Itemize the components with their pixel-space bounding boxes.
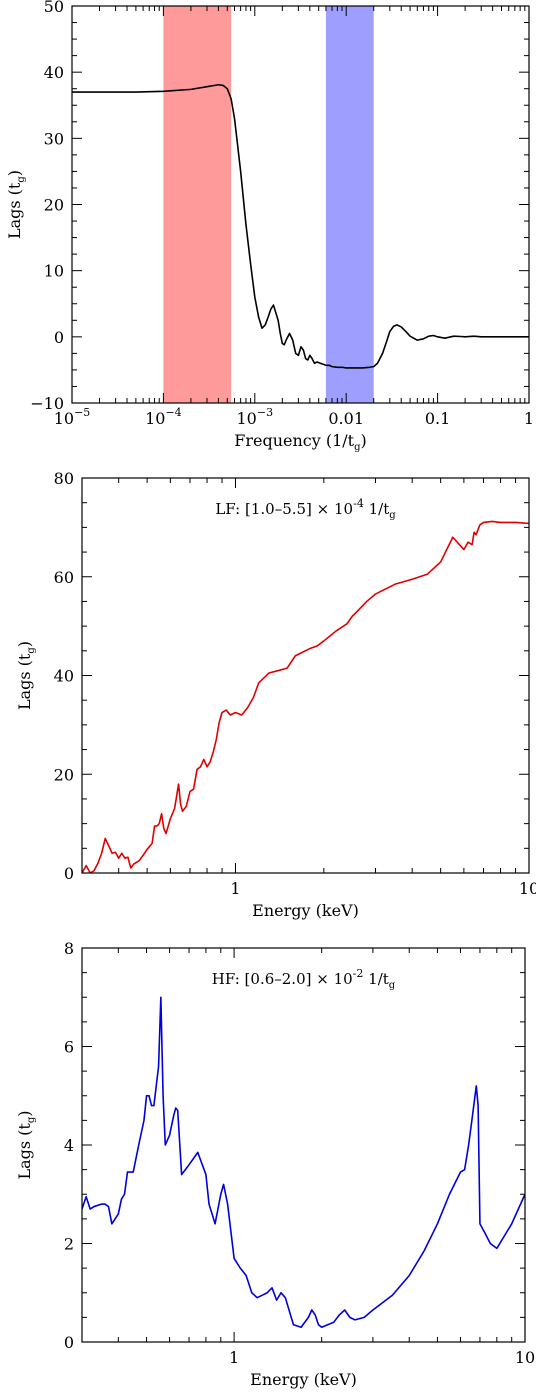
y-axis-label: Lags (tg): [15, 1110, 37, 1179]
x-tick-label: 1: [524, 409, 534, 428]
series-line-1: [72, 83, 529, 369]
x-axis-label: Frequency (1/tg): [234, 431, 367, 453]
y-tick-label: 60: [54, 568, 74, 587]
y-tick-label: 8: [64, 939, 74, 958]
x-tick-label: 10−4: [145, 406, 182, 428]
x-tick-label: 10−5: [54, 406, 91, 428]
y-tick-label: 0: [64, 1333, 74, 1352]
annotation-text: HF: [0.6–2.0] × 10-2 1/tg: [212, 967, 396, 991]
y-tick-label: 30: [44, 129, 64, 148]
y-tick-label: −10: [30, 394, 64, 413]
panel-2: 1 10 0 20 40 60 80 Energy (keV) Lags (tg) LF: [1.…: [15, 469, 536, 920]
y-tick-label: 40: [44, 63, 64, 82]
x-tick-label: 10−3: [237, 406, 274, 428]
y-tick-label: 10: [44, 262, 64, 281]
band-2: [325, 6, 374, 403]
y-tick-label: 40: [54, 667, 74, 686]
x-tick-label: 1: [229, 1348, 239, 1367]
series-line-1: [82, 520, 529, 873]
y-tick-label: 50: [44, 0, 64, 16]
plot-frame: [81, 477, 530, 874]
plot-frame: [81, 947, 526, 1343]
plot-frame: [71, 5, 530, 404]
y-axis-label: Lags (tg): [5, 170, 27, 239]
x-axis-label: Energy (keV): [250, 1370, 357, 1389]
y-tick-label: 4: [64, 1136, 74, 1155]
panel-3: 1 10 0 2 4 6 8 Energy (keV) Lags (tg) HF: [0.6–2.…: [15, 939, 535, 1389]
x-axis-label: Energy (keV): [252, 901, 359, 920]
y-tick-label: 80: [54, 469, 74, 488]
y-tick-label: 6: [64, 1038, 74, 1057]
x-tick-label: 1: [230, 879, 240, 898]
annotation-text: LF: [1.0–5.5] × 10-4 1/tg: [215, 497, 396, 521]
y-axis-label: Lags (tg): [15, 641, 37, 710]
x-tick-label: 0.01: [328, 409, 364, 428]
y-tick-label: 0: [64, 864, 74, 883]
x-tick-label: 10: [519, 879, 536, 898]
y-tick-label: 2: [64, 1235, 74, 1254]
y-tick-label: 0: [54, 328, 64, 347]
series-line-1: [82, 996, 525, 1329]
y-tick-label: 20: [44, 196, 64, 215]
x-tick-label: 0.1: [425, 409, 450, 428]
panel-1: 10−5 10−4 10−3 0.01 0.1 1 −10 0 10 20 30 40 50 Freque…: [5, 0, 534, 453]
y-tick-label: 20: [54, 765, 74, 784]
x-tick-label: 10: [515, 1348, 535, 1367]
band-1: [163, 6, 232, 403]
